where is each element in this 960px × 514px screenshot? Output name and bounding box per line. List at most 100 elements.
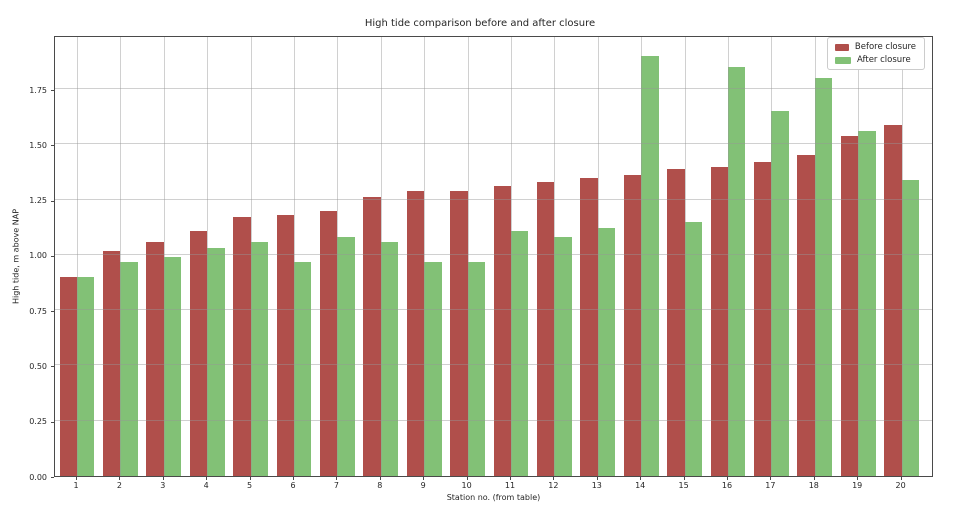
y-tick-mark: [51, 366, 54, 368]
x-tick-label: 15: [678, 481, 689, 490]
x-axis-label: Station no. (from table): [446, 493, 541, 502]
y-tick-mark: [51, 477, 54, 478]
x-gridline: [120, 37, 122, 476]
bar-after-closure: [120, 261, 138, 476]
bar-after-closure: [294, 261, 312, 476]
bar-before-closure: [450, 190, 468, 476]
y-gridline: [55, 253, 932, 255]
x-gridline: [467, 37, 469, 476]
x-tick-label: 20: [895, 481, 906, 490]
x-tick-mark: [379, 477, 381, 480]
bar-after-closure: [684, 221, 702, 476]
x-tick-mark: [857, 477, 859, 480]
x-gridline: [424, 37, 426, 476]
bar-before-closure: [406, 190, 425, 476]
x-tick-label: 7: [333, 481, 339, 490]
bar-after-closure: [814, 78, 833, 476]
x-tick-mark: [553, 477, 555, 480]
y-tick-label: 0.25: [29, 417, 47, 427]
x-tick-mark: [162, 477, 164, 480]
y-tick-mark: [51, 145, 54, 147]
bar-after-closure: [511, 230, 529, 476]
x-tick-mark: [423, 477, 425, 480]
bar-after-closure: [901, 179, 919, 476]
y-tick-mark: [51, 90, 54, 92]
bar-after-closure: [467, 261, 485, 476]
bar-before-closure: [233, 217, 251, 476]
y-tick-label: 1.00: [29, 251, 47, 261]
legend-item: Before closure: [835, 42, 916, 52]
x-gridline: [728, 37, 729, 476]
legend: Before closure After closure: [827, 37, 925, 70]
legend-label: Before closure: [854, 42, 916, 52]
x-gridline: [511, 37, 512, 476]
bar-after-closure: [554, 237, 572, 476]
bar-after-closure: [424, 261, 442, 476]
bar-before-closure: [623, 175, 642, 476]
legend-item: After closure: [835, 55, 916, 65]
x-tick-label: 18: [808, 481, 819, 490]
bar-before-closure: [59, 277, 77, 476]
bar-before-closure: [276, 215, 294, 476]
x-tick-mark: [249, 477, 251, 480]
x-tick-label: 8: [377, 481, 383, 490]
x-tick-label: 16: [721, 481, 733, 490]
bar-before-closure: [667, 168, 685, 476]
bar-after-closure: [77, 277, 95, 476]
y-tick-label: 1.75: [29, 85, 47, 95]
y-tick-label: 0.75: [29, 306, 47, 316]
x-tick-label: 5: [247, 481, 253, 490]
bar-after-closure: [858, 131, 876, 476]
x-tick-label: 14: [635, 481, 646, 490]
y-tick-mark: [51, 200, 54, 202]
bar-before-closure: [493, 186, 511, 476]
x-gridline: [597, 37, 599, 476]
x-tick-mark: [727, 477, 728, 480]
y-tick-label: 1.25: [29, 196, 47, 206]
x-tick-mark: [119, 477, 121, 480]
x-tick-label: 2: [116, 481, 122, 490]
y-tick-label: 0.50: [29, 361, 47, 371]
y-gridline: [55, 309, 932, 311]
bar-before-closure: [320, 210, 338, 476]
x-tick-label: 12: [548, 481, 559, 490]
legend-swatch: [835, 56, 851, 64]
y-gridline: [55, 419, 932, 421]
x-tick-label: 6: [290, 481, 296, 490]
legend-swatch: [835, 43, 849, 51]
x-tick-mark: [900, 477, 902, 480]
bar-after-closure: [250, 241, 268, 476]
x-gridline: [554, 37, 556, 476]
x-tick-label: 10: [461, 481, 472, 490]
x-gridline: [163, 37, 165, 476]
x-gridline: [641, 37, 643, 476]
x-gridline: [684, 37, 686, 476]
chart-title: High tide comparison before and after cl…: [364, 18, 596, 29]
x-gridline: [294, 37, 295, 476]
bar-after-closure: [597, 228, 616, 476]
x-tick-mark: [510, 477, 511, 480]
x-tick-mark: [683, 477, 685, 480]
x-gridline: [901, 37, 903, 476]
x-tick-label: 13: [591, 481, 602, 490]
x-tick-mark: [770, 477, 772, 480]
x-tick-label: 1: [73, 481, 79, 490]
x-gridline: [337, 37, 339, 476]
y-tick-label: 0.00: [29, 472, 47, 482]
x-tick-mark: [466, 477, 468, 480]
y-tick-mark: [51, 311, 54, 313]
bar-before-closure: [840, 135, 859, 476]
bar-after-closure: [641, 56, 659, 476]
x-tick-label: 11: [504, 481, 516, 490]
bar-after-closure: [337, 237, 355, 476]
x-tick-mark: [813, 477, 815, 480]
y-tick-label: 1.50: [29, 140, 47, 150]
x-tick-label: 9: [420, 481, 426, 490]
bar-after-closure: [163, 257, 182, 476]
y-gridline: [55, 143, 932, 145]
x-gridline: [77, 37, 78, 476]
x-gridline: [380, 37, 382, 476]
x-gridline: [250, 37, 252, 476]
bar-before-closure: [537, 182, 555, 476]
